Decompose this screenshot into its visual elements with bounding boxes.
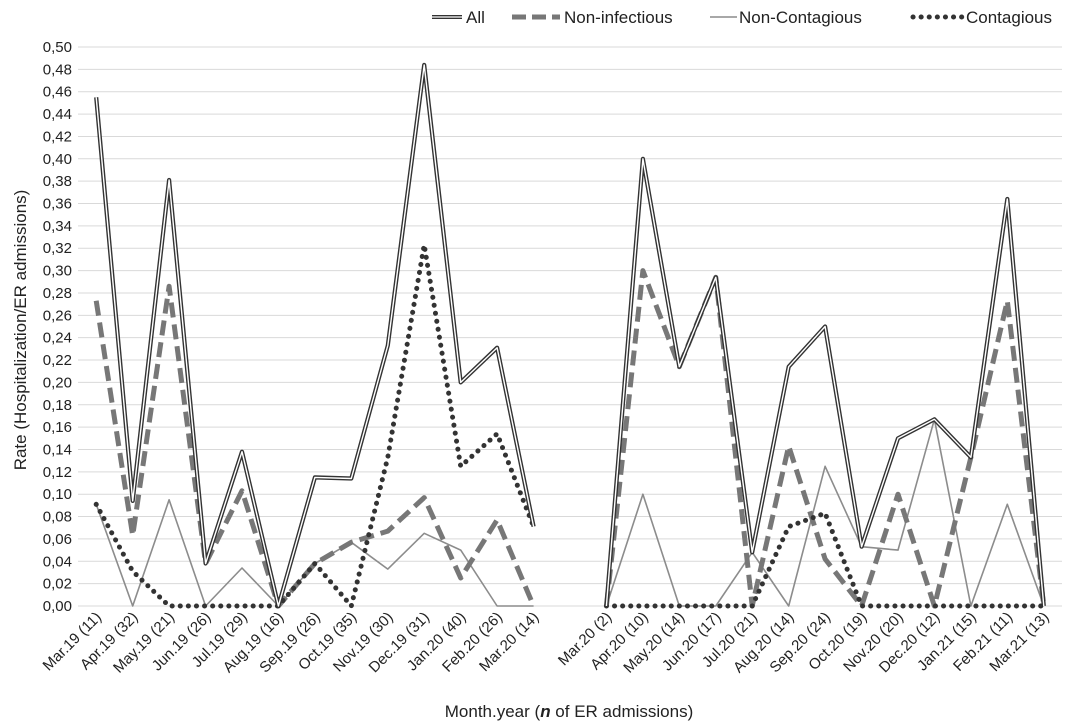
y-tick-label: 0,14 [43,441,72,458]
y-tick-label: 0,22 [43,352,72,369]
y-tick-label: 0,50 [43,39,72,56]
x-axis-title: Month.year (n of ER admissions) [445,702,694,721]
legend-label-all: All [466,8,485,27]
series-non-contagious-line [605,418,1045,607]
y-tick-label: 0,28 [43,285,72,302]
y-tick-label: 0,02 [43,576,72,593]
y-tick-label: 0,36 [43,196,72,213]
y-axis-ticks: 0,00 0,02 0,04 0,06 0,08 0,10 0,12 0,14 0,16 0,18… [43,39,72,615]
x-axis-title-emphasis: n [540,702,550,721]
y-tick-label: 0,34 [43,218,72,235]
series-all-line [94,62,536,609]
series-non-infectious-line [93,283,536,609]
y-tick-label: 0,20 [43,374,72,391]
series-non-contagious-line [95,498,534,607]
legend: All Non-infectious Non-Contagious Contag… [432,8,1052,27]
series-contagious-line [93,242,537,609]
y-tick-label: 0,46 [43,84,72,101]
legend-item-all: All [432,8,485,27]
y-tick-label: 0,30 [43,263,72,280]
y-tick-label: 0,06 [43,531,72,548]
y-tick-label: 0,26 [43,307,72,324]
y-tick-label: 0,04 [43,553,72,570]
y-tick-label: 0,00 [43,598,72,615]
legend-item-non-contagious: Non-Contagious [710,8,862,27]
y-tick-label: 0,16 [43,419,72,436]
series-lines [93,62,1047,609]
series-all-line-inner [605,158,1045,607]
x-axis-ticks: Mar.19 (11)Apr.19 (32)May.19 (21)Jun.19 … [40,609,1053,677]
y-tick-label: 0,12 [43,464,72,481]
legend-item-non-infectious: Non-infectious [512,8,673,27]
y-tick-label: 0,24 [43,330,72,347]
legend-label-contagious: Contagious [966,8,1052,27]
y-tick-label: 0,42 [43,128,72,145]
y-tick-label: 0,32 [43,240,72,257]
legend-label-non-contagious: Non-Contagious [739,8,862,27]
y-tick-label: 0,08 [43,509,72,526]
x-axis-title-prefix: Month.year ( [445,702,541,721]
x-axis-title-suffix: of ER admissions) [551,702,694,721]
legend-label-non-infectious: Non-infectious [564,8,673,27]
y-tick-label: 0,44 [43,106,72,123]
y-axis-title: Rate (Hospitalization/ER admissions) [11,190,30,471]
y-tick-label: 0,48 [43,61,72,78]
legend-item-contagious: Contagious [910,8,1052,27]
y-tick-label: 0,40 [43,151,72,168]
series-all-line-inner [95,64,535,607]
series-contagious-line [603,510,1047,609]
y-tick-label: 0,18 [43,397,72,414]
y-tick-label: 0,38 [43,173,72,190]
y-tick-label: 0,10 [43,486,72,503]
